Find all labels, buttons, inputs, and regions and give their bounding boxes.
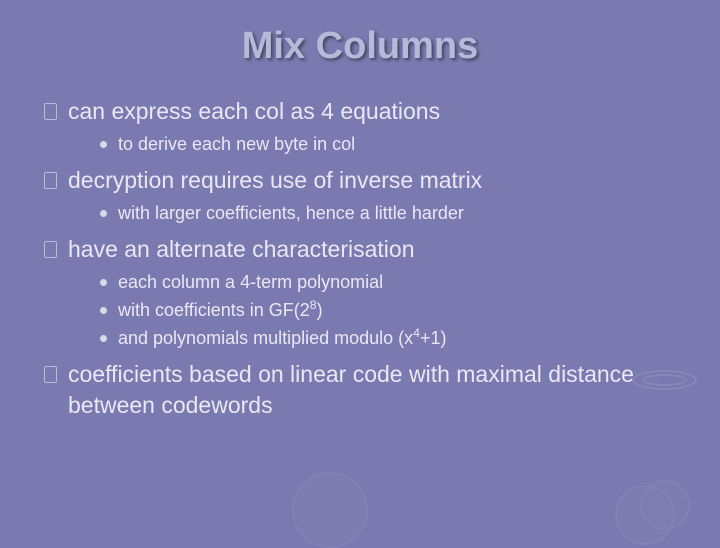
- sub-bullet-list: to derive each new byte in col: [68, 131, 680, 159]
- sub-bullet-list: each column a 4-term polynomial with coe…: [68, 269, 680, 353]
- bullet-text: coefficients based on linear code with m…: [68, 359, 680, 421]
- sub-bullet-item: with larger coefficients, hence a little…: [98, 200, 680, 228]
- slide-container: Mix Columns can express each col as 4 eq…: [0, 0, 720, 540]
- bullet-text: have an alternate characterisation: [68, 234, 680, 265]
- bullet-text: can express each col as 4 equations: [68, 96, 680, 127]
- bullet-item: decryption requires use of inverse matri…: [40, 165, 680, 228]
- bullet-item: have an alternate characterisation each …: [40, 234, 680, 353]
- slide-title: Mix Columns: [40, 25, 680, 68]
- bullet-item: coefficients based on linear code with m…: [40, 359, 680, 421]
- bullet-text: decryption requires use of inverse matri…: [68, 165, 680, 196]
- sub-bullet-item: to derive each new byte in col: [98, 131, 680, 159]
- bullet-item: can express each col as 4 equations to d…: [40, 96, 680, 159]
- sub-bullet-item: each column a 4-term polynomial: [98, 269, 680, 297]
- sub-bullet-item: and polynomials multiplied modulo (x4+1): [98, 325, 680, 353]
- bullet-list: can express each col as 4 equations to d…: [40, 96, 680, 421]
- sub-bullet-item: with coefficients in GF(28): [98, 297, 680, 325]
- sub-bullet-list: with larger coefficients, hence a little…: [68, 200, 680, 228]
